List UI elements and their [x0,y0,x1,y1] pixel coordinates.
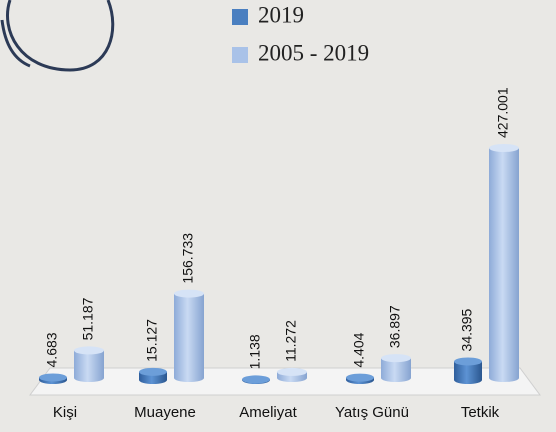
value-label: 1.138 [247,334,263,369]
bar-body [489,148,519,382]
value-label: 36.897 [387,305,403,348]
x-tick-label: Yatış Günü [335,404,409,421]
value-label: 4.683 [44,332,60,367]
bar-body [454,361,482,384]
bar [174,289,204,382]
legend-label: 2019 [258,2,304,27]
x-tick-label: Kişi [53,404,77,421]
bar-cap [39,373,67,382]
bar-body [74,350,104,382]
legend-label: 2005 - 2019 [258,40,369,65]
bar [489,144,519,382]
bar-cap [346,373,374,382]
bar [139,367,167,384]
bar-cap [242,375,270,384]
value-label: 15.127 [144,319,160,362]
bar-body [381,358,411,382]
bar [277,367,307,382]
bar-cap [489,144,519,152]
bar-cap [139,367,167,376]
bar-body [174,293,204,382]
bar [242,375,270,384]
bar [39,373,67,384]
bar-cap [277,367,307,376]
bar [381,354,411,382]
bar [454,357,482,384]
bar-cap [454,357,482,366]
bar-cap [174,289,204,298]
x-tick-label: Tetkik [461,404,500,421]
value-label: 34.395 [459,308,475,351]
value-label: 51.187 [80,297,96,340]
value-label: 156.733 [180,233,196,284]
x-tick-label: Muayene [134,404,196,421]
value-label: 11.272 [283,320,299,362]
legend-swatch [232,9,248,25]
decoration [6,0,115,72]
bar [346,373,374,384]
bar [74,346,104,382]
bar-cap [381,354,411,363]
legend-swatch [232,47,248,63]
decoration [0,19,31,68]
x-tick-label: Ameliyat [239,404,297,421]
value-label: 4.404 [351,332,367,367]
bar-cap [74,346,104,355]
value-label: 427.001 [495,87,511,138]
